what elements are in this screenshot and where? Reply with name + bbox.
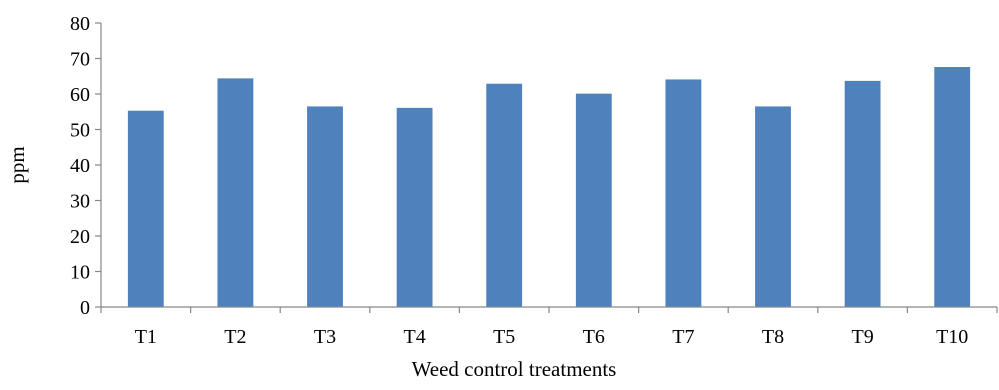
y-tick-label: 70 (70, 49, 90, 71)
y-tick-label: 0 (80, 297, 90, 319)
bar-t2 (217, 78, 254, 307)
x-tick-label: T5 (493, 326, 515, 348)
y-tick-label: 30 (70, 191, 90, 213)
y-tick-label: 40 (70, 155, 90, 177)
bar-t10 (934, 67, 971, 308)
bars (127, 67, 971, 308)
x-tick-label: T7 (672, 326, 694, 348)
bar-t1 (127, 110, 164, 307)
bar-t9 (844, 80, 881, 308)
x-tick-label: T3 (314, 326, 336, 348)
x-tick-label: T6 (583, 326, 605, 348)
bar-t4 (396, 107, 433, 307)
bar-t8 (755, 106, 791, 307)
y-tick-label: 20 (70, 226, 90, 248)
bar-t7 (665, 79, 702, 307)
y-tick-label: 80 (70, 13, 90, 35)
y-tick-label: 60 (70, 84, 90, 106)
x-tick-label: T9 (851, 326, 873, 348)
x-axis-ticks: T1 T2 T3 T4 T5 T6 T7 T8 T9 T10 (100, 307, 998, 348)
x-tick-label: T8 (762, 326, 784, 348)
y-axis-title: ppm (5, 146, 29, 183)
x-tick-label: T1 (135, 326, 157, 348)
x-tick-label: T4 (403, 326, 425, 348)
bar-t3 (307, 106, 343, 307)
y-axis-ticks: 0 10 20 30 40 50 60 70 80 (70, 13, 101, 319)
y-tick-label: 10 (70, 262, 90, 284)
y-tick-label: 50 (70, 120, 90, 142)
x-tick-label: T2 (224, 326, 246, 348)
bar-t6 (575, 93, 612, 308)
bar-t5 (486, 83, 523, 307)
x-axis-title: Weed control treatments (412, 357, 617, 381)
x-tick-label: T10 (936, 326, 968, 348)
